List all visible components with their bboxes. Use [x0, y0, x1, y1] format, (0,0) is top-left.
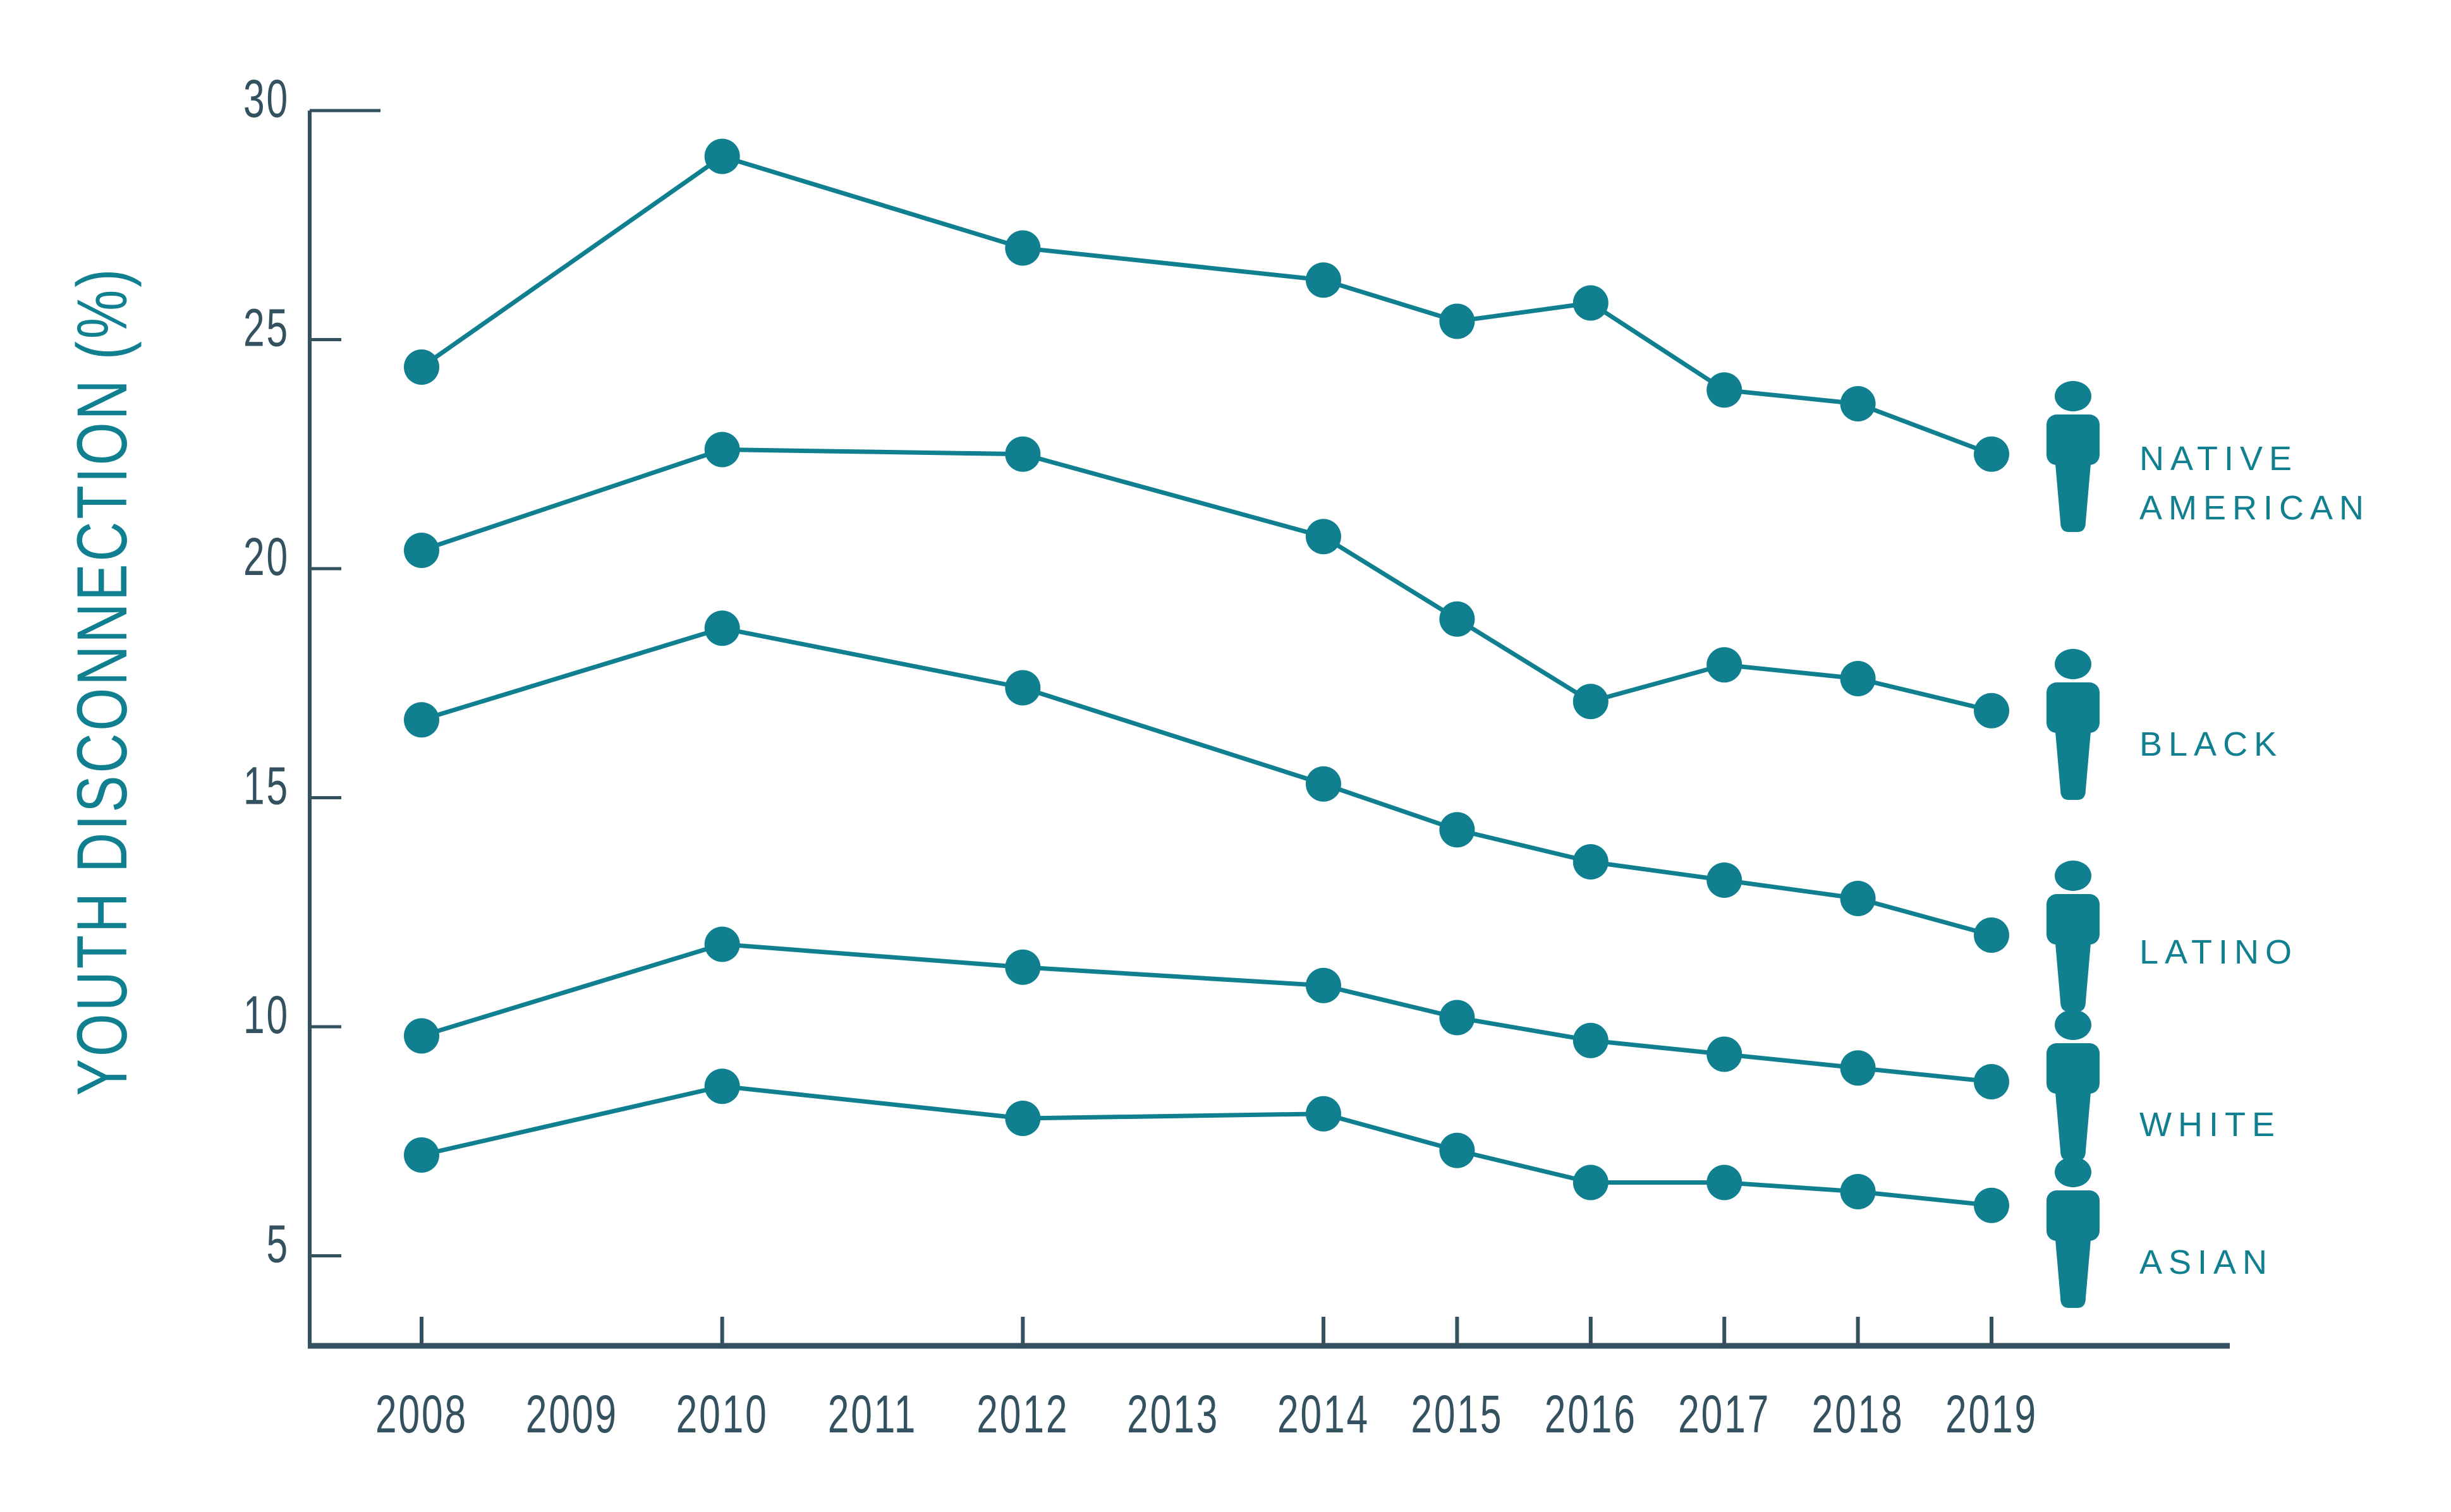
data-point-asian-2014 [1305, 1096, 1341, 1132]
y-axis-tick-label: 30 [243, 69, 289, 128]
y-axis-tick-label: 25 [243, 298, 289, 358]
series-line-native-american [420, 154, 1993, 457]
person-icon-asian [2047, 1157, 2100, 1308]
legend-label-native-american: NATIVE [2139, 440, 2298, 478]
data-point-white-2016 [1572, 1022, 1609, 1058]
data-point-white-2010 [704, 926, 740, 962]
x-axis-tick-label: 2015 [1411, 1384, 1503, 1444]
data-point-black-2016 [1572, 684, 1609, 720]
x-axis-tick-label: 2018 [1812, 1384, 1904, 1444]
data-point-latino-2008 [404, 702, 439, 738]
data-point-white-2012 [1005, 949, 1041, 985]
y-axis-tick-label: 10 [243, 985, 289, 1044]
person-icon-native-american [2047, 381, 2100, 532]
y-axis-tick-label: 20 [243, 527, 289, 586]
data-point-asian-2018 [1840, 1174, 1876, 1209]
data-point-asian-2015 [1439, 1132, 1475, 1168]
person-icon-legs [2055, 732, 2091, 800]
person-icon-legs [2055, 1092, 2091, 1161]
person-icon-head [2055, 1157, 2091, 1187]
legend-label-latino: LATINO [2139, 933, 2298, 971]
person-icon-torso [2047, 682, 2100, 733]
data-point-black-2019 [1974, 692, 2009, 729]
data-point-native-american-2019 [1974, 436, 2009, 472]
person-icon-black [2047, 649, 2100, 800]
legend-label-black: BLACK [2139, 725, 2283, 763]
person-icon-torso [2047, 414, 2100, 465]
series-line-latino [420, 626, 1992, 938]
data-point-white-2019 [1974, 1064, 2009, 1099]
data-point-native-american-2008 [404, 349, 439, 385]
y-axis-tick-label: 15 [243, 756, 289, 816]
x-axis-tick-label: 2010 [676, 1384, 769, 1444]
data-point-asian-2019 [1974, 1187, 2009, 1223]
x-axis-tick-label: 2008 [375, 1384, 468, 1444]
person-icon-legs [2055, 1240, 2091, 1308]
person-icon-legs [2055, 464, 2091, 532]
data-point-latino-2017 [1706, 862, 1742, 898]
series-line-black [420, 447, 1992, 713]
x-axis-tick-label: 2009 [526, 1384, 618, 1444]
x-axis-tick-label: 2016 [1545, 1384, 1637, 1444]
data-point-asian-2010 [704, 1068, 740, 1104]
person-icon-head [2055, 861, 2091, 891]
data-point-black-2014 [1305, 519, 1341, 555]
person-icon-legs [2055, 943, 2091, 1012]
person-icon-head [2055, 1010, 2091, 1040]
data-point-native-american-2014 [1305, 262, 1341, 298]
data-point-native-american-2016 [1572, 285, 1609, 321]
data-point-asian-2008 [404, 1137, 439, 1173]
x-axis-tick-label: 2017 [1678, 1384, 1770, 1444]
data-point-black-2012 [1005, 436, 1041, 472]
data-point-white-2015 [1439, 1000, 1475, 1036]
data-point-latino-2010 [704, 610, 740, 646]
legend-label-native-american: AMERICAN [2139, 489, 2370, 527]
x-axis-tick-label: 2013 [1127, 1384, 1219, 1444]
x-axis-tick-label: 2012 [976, 1384, 1069, 1444]
data-point-latino-2015 [1439, 812, 1475, 848]
person-icon-torso [2047, 1043, 2100, 1094]
data-point-black-2010 [704, 432, 740, 468]
person-icon-torso [2047, 1190, 2100, 1241]
data-point-white-2014 [1305, 967, 1341, 1003]
data-point-black-2017 [1706, 647, 1742, 683]
x-axis-tick-label: 2019 [1945, 1384, 2038, 1444]
data-point-latino-2012 [1005, 670, 1041, 706]
data-point-latino-2016 [1572, 844, 1609, 880]
data-point-asian-2017 [1706, 1164, 1742, 1201]
data-point-white-2017 [1706, 1036, 1742, 1072]
data-point-black-2008 [404, 533, 439, 568]
data-point-native-american-2017 [1706, 372, 1742, 408]
data-point-white-2008 [404, 1018, 439, 1054]
data-point-latino-2019 [1974, 917, 2009, 953]
data-point-latino-2018 [1840, 881, 1876, 916]
series-line-asian [421, 1084, 1992, 1208]
data-point-asian-2012 [1005, 1101, 1041, 1136]
data-point-native-american-2010 [704, 138, 740, 174]
x-axis-tick-label: 2014 [1277, 1384, 1370, 1444]
data-point-asian-2016 [1572, 1164, 1609, 1201]
data-point-native-american-2015 [1439, 303, 1475, 339]
data-point-latino-2014 [1305, 766, 1341, 802]
series-line-white [420, 942, 1992, 1084]
person-icon-white [2047, 1010, 2100, 1161]
person-icon-head [2055, 381, 2091, 411]
person-icon-torso [2047, 894, 2100, 945]
person-icon-latino [2047, 861, 2100, 1012]
data-point-black-2018 [1840, 661, 1876, 696]
data-point-black-2015 [1439, 601, 1475, 637]
data-point-native-american-2018 [1840, 386, 1876, 421]
x-axis-tick-label: 2011 [828, 1384, 918, 1444]
data-point-native-american-2012 [1005, 230, 1041, 266]
legend-label-asian: ASIAN [2139, 1243, 2273, 1281]
data-point-white-2018 [1840, 1050, 1876, 1086]
y-axis-tick-label: 5 [266, 1214, 289, 1274]
y-axis-title: YOUTH DISCONNECTION (%) [63, 267, 142, 1096]
legend-label-white: WHITE [2139, 1106, 2281, 1144]
person-icon-head [2055, 649, 2091, 679]
